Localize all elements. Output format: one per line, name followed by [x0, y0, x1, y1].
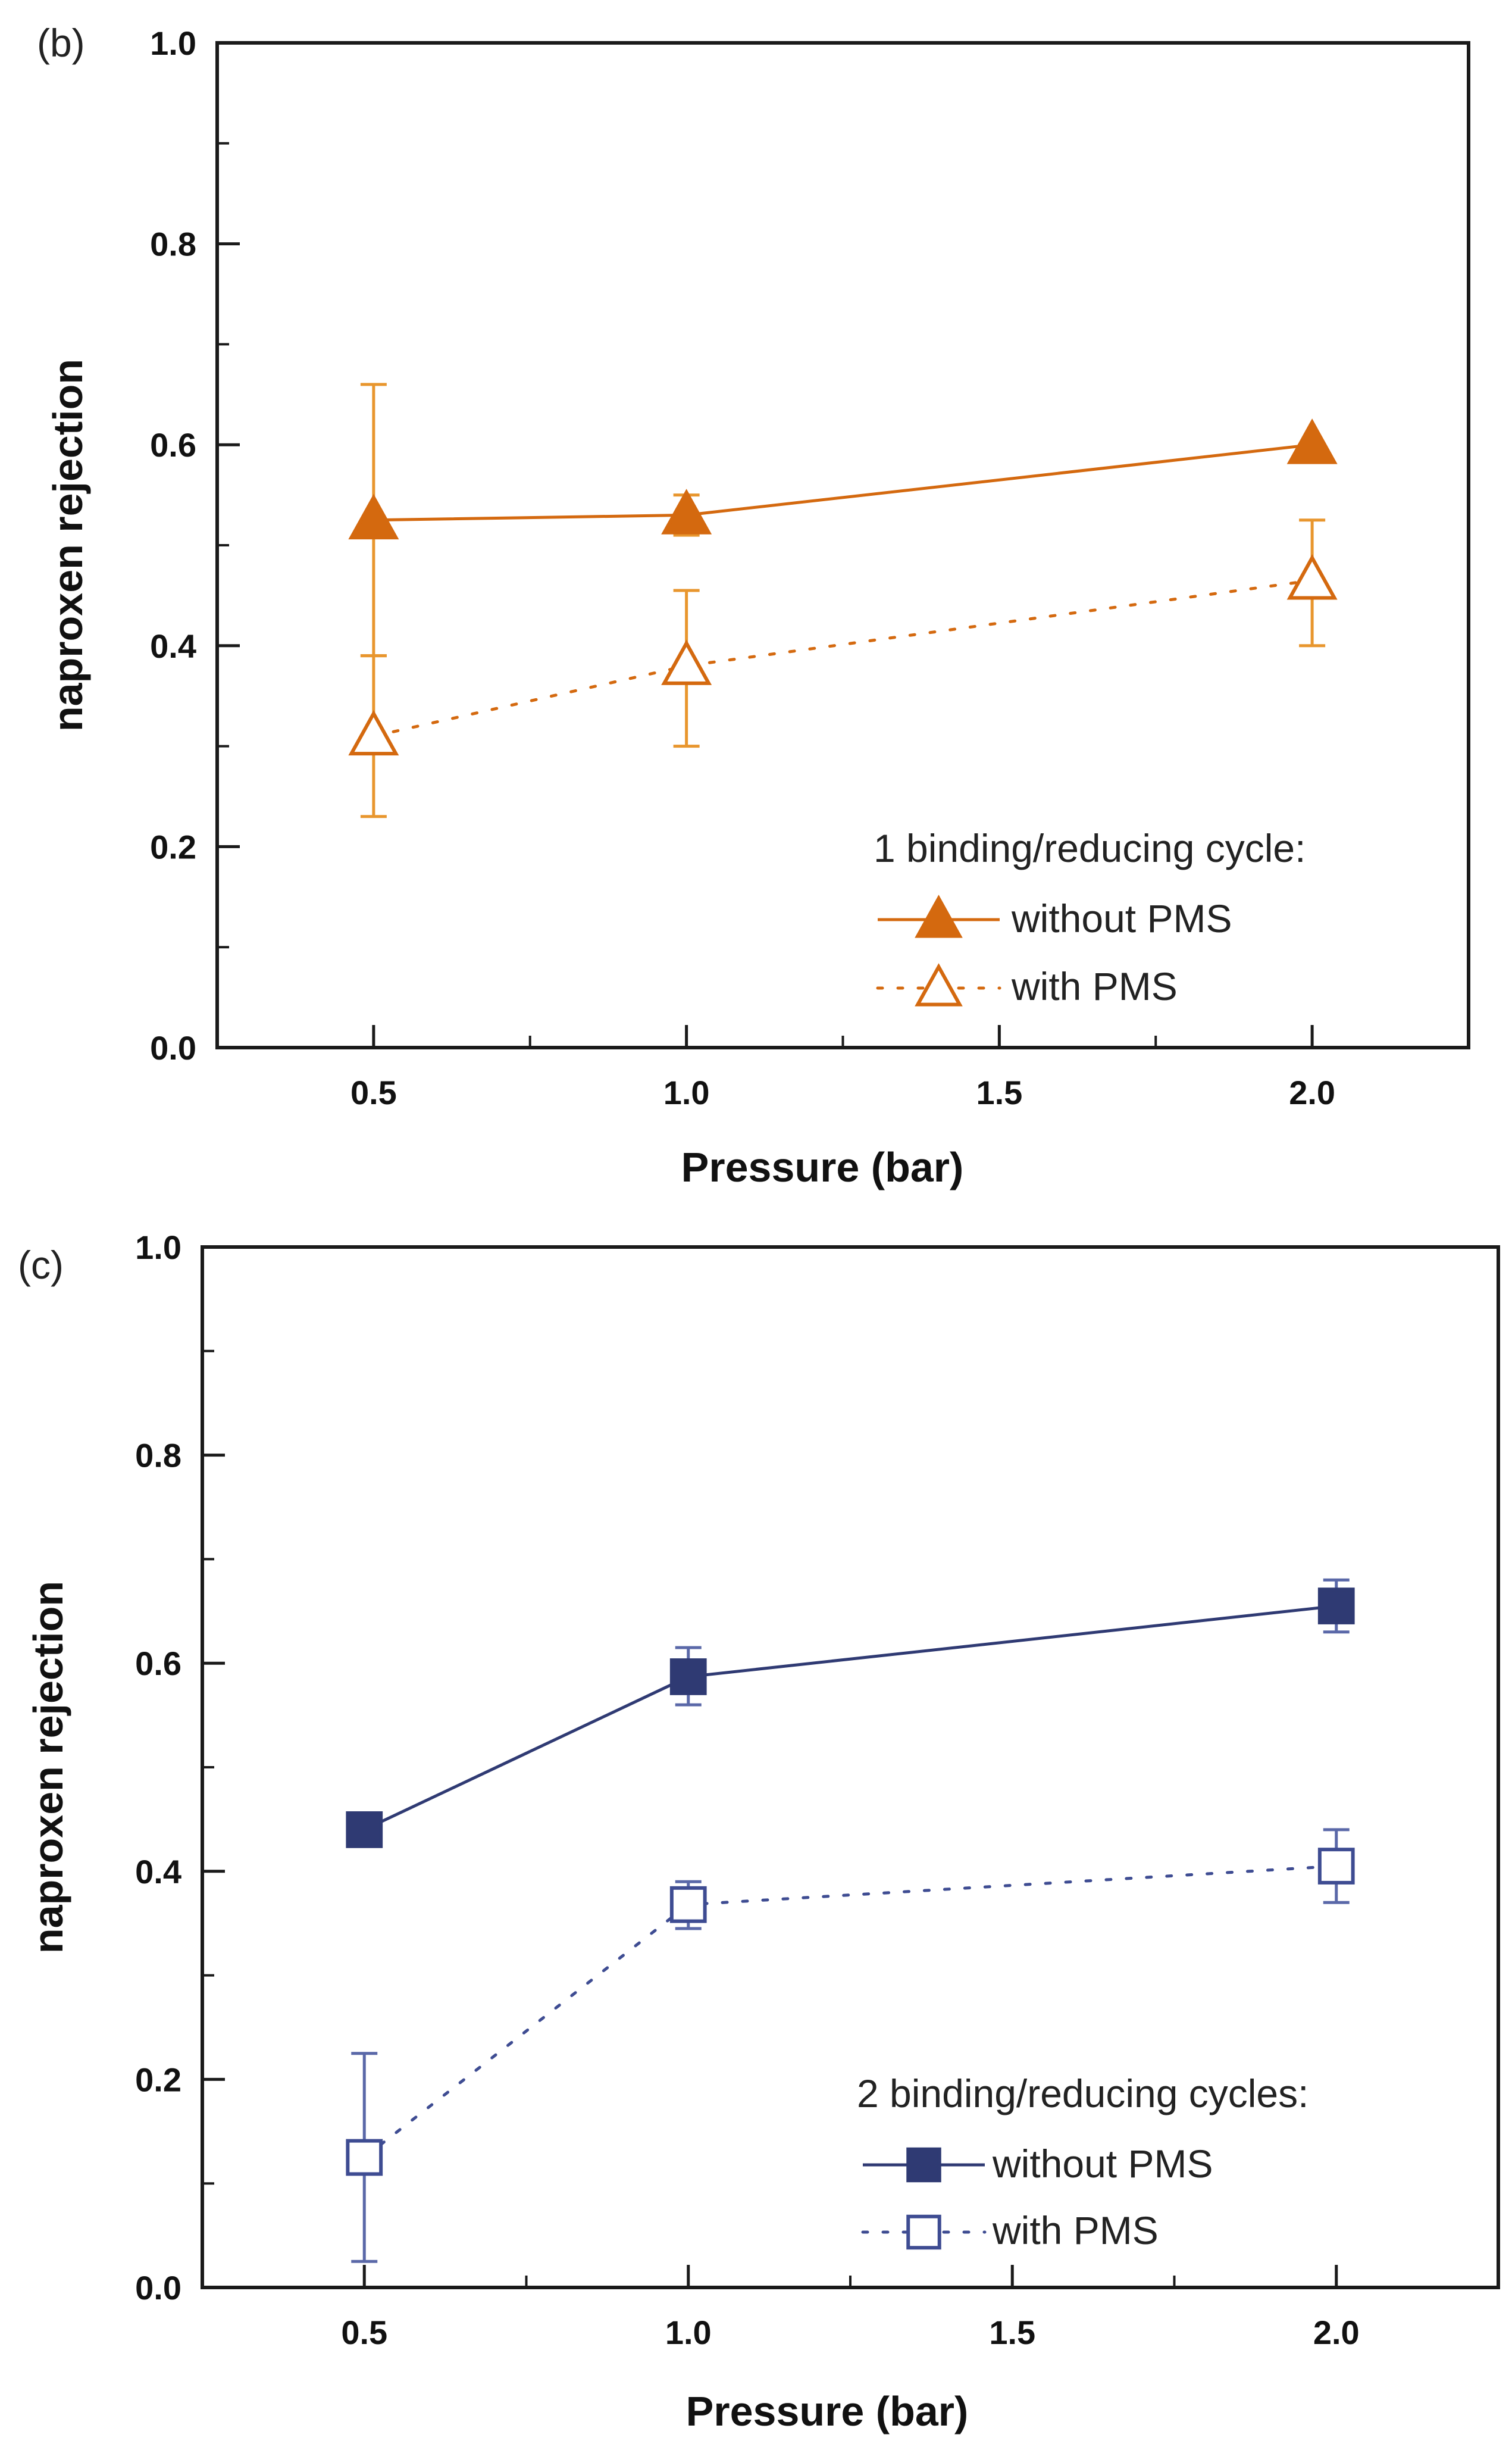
panel-b-y-tick-label: 0.0 — [150, 1029, 196, 1067]
panel-c-data-point — [669, 1658, 707, 1695]
chart-panel-b: (b) 0.5 1.0 1.5 2.0 0.0 0.2 0.4 0.6 0.8 1.0 1 bin… — [37, 21, 1470, 1190]
panel-c-ticks: 0.5 1.0 1.5 2.0 0.0 0.2 0.4 0.6 0.8 1.0 — [135, 1229, 1360, 2351]
panel-b-y-axis-title: naproxen rejection — [45, 359, 91, 732]
panel-b-y-tick-label: 1.0 — [150, 24, 196, 62]
panel-b-data-point — [348, 710, 399, 756]
panel-b-x-axis-title: Pressure (bar) — [681, 1144, 964, 1190]
panel-b-y-tick-label: 0.8 — [150, 226, 196, 263]
panel-b-y-tick-label: 0.2 — [150, 828, 196, 865]
panel-b-series-line — [372, 579, 1314, 738]
panel-c-data-point — [346, 2139, 383, 2176]
panel-c-y-tick-label: 0.0 — [135, 2269, 181, 2307]
panel-c-x-tick-label: 0.5 — [341, 2314, 387, 2351]
panel-c-y-tick-label: 0.4 — [135, 1853, 181, 1890]
panel-b-legend-marker — [915, 895, 963, 938]
panel-b-y-tick-label: 0.6 — [150, 426, 196, 464]
panel-c-legend-title: 2 binding/reducing cycles: — [857, 2071, 1308, 2115]
panel-c-y-tick-label: 0.8 — [135, 1437, 181, 1474]
panel-b-data-point — [661, 489, 712, 535]
panel-b-legend: 1 binding/reducing cycle: without PMS wi… — [874, 826, 1306, 1008]
panel-b-x-tick-label: 0.5 — [350, 1074, 397, 1111]
panel-b-ticks: 0.5 1.0 1.5 2.0 0.0 0.2 0.4 0.6 0.8 1.0 — [150, 24, 1335, 1111]
panel-b-data-point — [1286, 554, 1338, 600]
panel-c-legend-marker — [906, 2214, 941, 2250]
panel-b-series — [348, 383, 1338, 818]
panel-c-series-with-pms — [346, 1828, 1355, 2263]
panel-c-y-tick-label: 1.0 — [135, 1229, 181, 1266]
panel-c-data-point — [1317, 1587, 1355, 1624]
panel-b-data-point — [348, 493, 399, 540]
panel-b-data-point — [661, 639, 712, 685]
panel-b-series-without-pms — [348, 383, 1338, 658]
panel-c-y-tick-label: 0.6 — [135, 1645, 181, 1682]
panel-c-data-point — [669, 1886, 707, 1923]
panel-b-legend-marker — [915, 963, 963, 1007]
panel-b-series-line — [373, 443, 1313, 522]
panel-c-legend-label-without-pms: without PMS — [992, 2142, 1213, 2186]
panel-c-x-axis-title: Pressure (bar) — [686, 2388, 969, 2435]
panel-b-x-tick-label: 2.0 — [1289, 1074, 1335, 1111]
chart-panel-c: (c) 0.5 1.0 1.5 2.0 0.0 0.2 0.4 0.6 0.8 1.0 2 bin… — [18, 1229, 1500, 2435]
panel-b-legend-label-without-pms: without PMS — [1011, 896, 1232, 940]
panel-b-legend-label-with-pms: with PMS — [1011, 964, 1178, 1008]
panel-b-legend-entry-without-pms: without PMS — [878, 895, 1232, 940]
panel-c-x-tick-label: 1.5 — [989, 2314, 1035, 2351]
panel-c-legend-marker — [906, 2147, 941, 2183]
panel-b-legend-title: 1 binding/reducing cycle: — [874, 826, 1306, 870]
panel-b-x-tick-label: 1.0 — [663, 1074, 710, 1111]
panel-c-legend-entry-without-pms: without PMS — [863, 2142, 1213, 2186]
panel-c-x-tick-label: 2.0 — [1313, 2314, 1360, 2351]
panel-b-data-point — [1286, 418, 1338, 464]
panel-c-x-tick-label: 1.0 — [665, 2314, 712, 2351]
panel-b-series-with-pms — [348, 518, 1338, 818]
panel-c-data-point — [346, 1811, 383, 1848]
panel-b-legend-entry-with-pms: with PMS — [876, 963, 1178, 1008]
panel-b-y-tick-label: 0.4 — [150, 627, 196, 665]
panel-b-label: (b) — [37, 21, 85, 65]
panel-c-series — [346, 1578, 1355, 2263]
panel-c-data-point — [1317, 1848, 1355, 1885]
panel-c-y-axis-title: naproxen rejection — [25, 1581, 71, 1954]
panel-b-x-tick-label: 1.5 — [976, 1074, 1022, 1111]
panel-c-legend-entry-with-pms: with PMS — [861, 2208, 1159, 2252]
panel-c-series-line — [364, 1604, 1337, 1832]
panel-c-legend-label-with-pms: with PMS — [992, 2208, 1159, 2252]
panel-c-y-tick-label: 0.2 — [135, 2061, 181, 2098]
panel-b-plot-frame — [215, 41, 1470, 1049]
panel-c-legend: 2 binding/reducing cycles: without PMS w… — [857, 2071, 1308, 2252]
panel-c-label: (c) — [18, 1243, 64, 1287]
panel-c-series-without-pms — [346, 1578, 1355, 1848]
